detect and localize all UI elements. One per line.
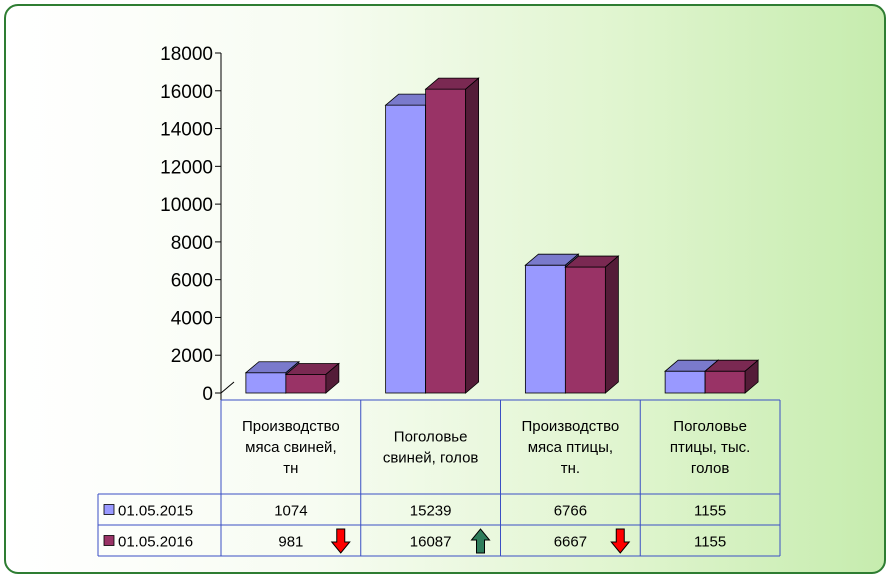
data-label: 6766 [554, 503, 587, 520]
arrow-up-icon [470, 528, 491, 554]
y-tick-label: 2000 [171, 346, 213, 367]
data-label: 1074 [274, 503, 307, 520]
category-label-line: голов [691, 460, 729, 477]
y-tick-label: 8000 [171, 233, 213, 254]
bar-front [564, 266, 606, 394]
bar [284, 362, 340, 394]
bar-front [704, 370, 746, 394]
bar-front [664, 370, 706, 394]
bar [564, 255, 620, 394]
legend-key [103, 504, 115, 515]
y-tick-label: 6000 [171, 271, 213, 292]
category-label: Поголовье свиней, голов [383, 429, 479, 467]
data-label: 981 [278, 534, 303, 551]
arrow-down-icon [610, 528, 631, 554]
data-label: 16087 [410, 534, 452, 551]
category-label-line: Производство [521, 418, 619, 435]
category-label-line: свиней, голов [383, 450, 479, 467]
data-label: 6667 [554, 534, 587, 551]
arrow-down-icon [330, 528, 351, 554]
category-label-line: Поголовье [673, 418, 747, 435]
category-label-line: тн. [561, 460, 580, 477]
legend-label: 01.05.2015 [118, 503, 193, 520]
bar-side [744, 359, 759, 394]
category-label-line: птицы, тыс. [670, 439, 750, 456]
category-label-line: мяса свиней, [245, 439, 336, 456]
y-tick-label: 18000 [160, 44, 213, 65]
category-label: Производство мяса свиней, тн [242, 418, 340, 477]
y-tick-label: 4000 [171, 308, 213, 329]
legend-key [103, 535, 115, 546]
category-label-line: Производство [242, 418, 340, 435]
y-tick-label: 0 [202, 384, 213, 405]
bar-front [425, 88, 467, 394]
legend-label: 01.05.2016 [118, 534, 193, 551]
bar-front [285, 374, 327, 394]
category-label: Поголовье птицы, тыс. голов [670, 418, 750, 477]
y-tick-label: 14000 [160, 120, 213, 141]
category-label-line: тн [283, 460, 298, 477]
bar-side [465, 77, 480, 394]
category-label-line: мяса птицы, [528, 439, 613, 456]
axis-depth-line [220, 381, 235, 394]
bar-front [385, 104, 427, 394]
bar [424, 77, 480, 394]
bar-side [325, 362, 340, 394]
category-label-line: Поголовье [394, 429, 468, 446]
bar-front [524, 264, 566, 394]
data-label: 1155 [694, 534, 726, 551]
category-label: Производство мяса птицы, тн. [521, 418, 619, 477]
bar-side [604, 255, 619, 394]
y-tick-label: 10000 [160, 195, 213, 216]
data-label: 1155 [694, 503, 726, 520]
data-label: 15239 [410, 503, 452, 520]
bar-front [245, 372, 287, 394]
y-tick-label: 12000 [160, 157, 213, 178]
y-tick-label: 16000 [160, 82, 213, 103]
bar [704, 359, 760, 394]
